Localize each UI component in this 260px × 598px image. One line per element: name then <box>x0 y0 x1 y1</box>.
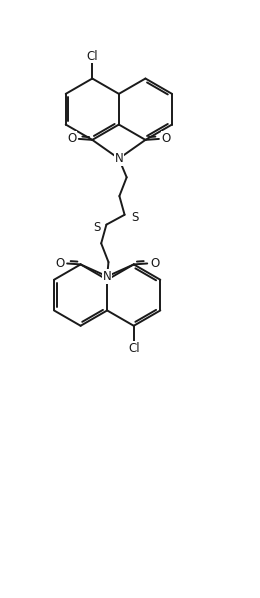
Text: O: O <box>150 257 159 270</box>
Text: S: S <box>131 211 138 224</box>
Text: S: S <box>93 221 101 234</box>
Text: O: O <box>67 132 77 145</box>
Text: Cl: Cl <box>128 341 140 355</box>
Text: O: O <box>55 257 64 270</box>
Text: N: N <box>103 270 112 283</box>
Text: N: N <box>114 152 123 165</box>
Text: O: O <box>162 132 171 145</box>
Text: Cl: Cl <box>87 50 98 63</box>
